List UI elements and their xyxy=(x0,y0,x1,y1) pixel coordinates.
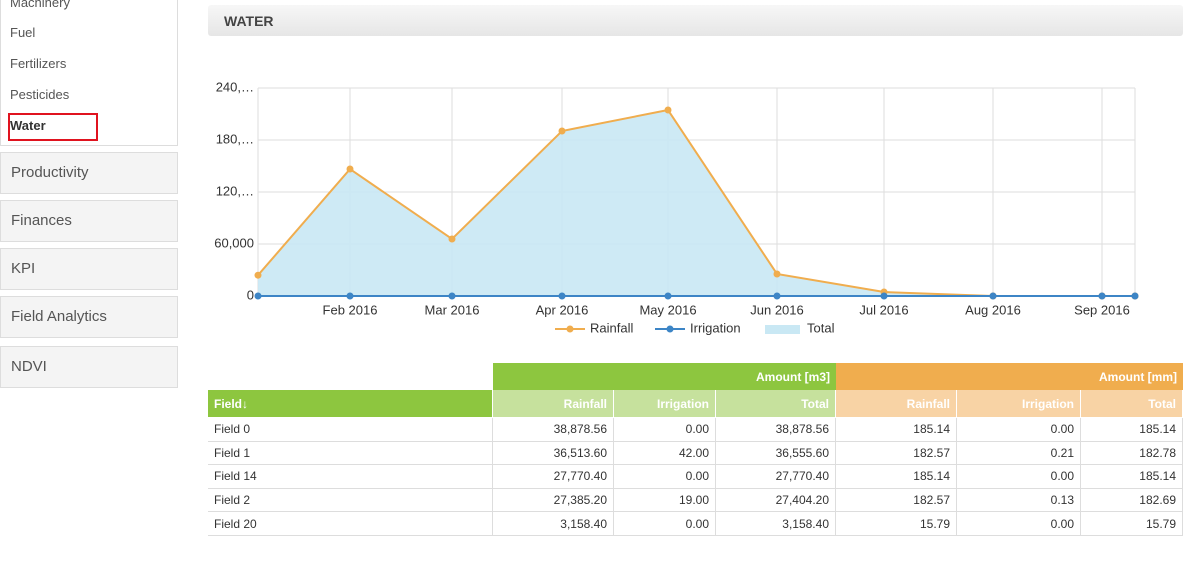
table-cell: Field 1 xyxy=(208,441,493,466)
nav-section[interactable]: NDVI xyxy=(0,346,178,388)
table-cell: 0.00 xyxy=(614,465,716,489)
table-cell: 0.13 xyxy=(957,488,1081,513)
nav-item[interactable]: Machinery xyxy=(10,0,70,10)
point xyxy=(664,292,672,300)
table-cell: 15.79 xyxy=(1081,512,1183,536)
legend-label: Total xyxy=(807,320,835,335)
point xyxy=(773,270,781,278)
column-header: Total xyxy=(716,390,836,417)
nav-section[interactable]: Field Analytics xyxy=(0,296,178,338)
column-header: Irrigation xyxy=(614,390,716,417)
point xyxy=(448,292,456,300)
x-tick-label: Apr 2016 xyxy=(536,302,589,317)
x-tick-label: Feb 2016 xyxy=(323,302,378,317)
y-tick-label: 0 xyxy=(247,287,254,302)
table-cell: 0.00 xyxy=(957,512,1081,536)
table-cell: 0.00 xyxy=(957,418,1081,442)
point xyxy=(558,292,566,300)
table-cell: 36,513.60 xyxy=(493,441,614,466)
point xyxy=(558,127,566,135)
y-tick-label: 180,… xyxy=(216,131,254,146)
y-tick-label: 60,000 xyxy=(214,235,254,250)
point xyxy=(346,165,354,173)
nav-item[interactable]: Water xyxy=(10,118,46,133)
nav-item[interactable]: Fertilizers xyxy=(10,56,67,71)
table-cell: Field 0 xyxy=(208,418,493,442)
column-header: Irrigation xyxy=(957,390,1081,417)
table-cell: 27,404.20 xyxy=(716,488,836,513)
table-cell: 0.00 xyxy=(614,512,716,536)
table-cell: 182.57 xyxy=(836,441,957,466)
table-cell: 182.57 xyxy=(836,488,957,513)
legend-swatch xyxy=(666,325,674,333)
nav-section[interactable]: Finances xyxy=(0,200,178,242)
table-cell: 38,878.56 xyxy=(493,418,614,442)
y-tick-label: 120,… xyxy=(216,183,254,198)
column-header: Total xyxy=(1081,390,1183,417)
table-cell: 185.14 xyxy=(836,418,957,442)
point xyxy=(1098,292,1106,300)
x-tick-label: May 2016 xyxy=(639,302,696,317)
table-cell: 42.00 xyxy=(614,441,716,466)
submenu-box xyxy=(0,0,178,146)
y-tick-label: 240,… xyxy=(216,79,254,94)
column-header[interactable]: Field↓ xyxy=(208,390,493,417)
nav-section[interactable]: KPI xyxy=(0,248,178,290)
table-cell: 182.69 xyxy=(1081,488,1183,513)
point xyxy=(989,292,997,300)
table-cell: 182.78 xyxy=(1081,441,1183,466)
x-tick-label: Jul 2016 xyxy=(859,302,908,317)
area xyxy=(258,110,1135,296)
selection-highlight xyxy=(8,113,98,141)
table-cell: 36,555.60 xyxy=(716,441,836,466)
point xyxy=(254,292,262,300)
panel-title: WATER xyxy=(208,5,1183,36)
point xyxy=(1131,292,1139,300)
column-header: Rainfall xyxy=(493,390,614,417)
table-cell: Field 20 xyxy=(208,512,493,536)
table-cell: 185.14 xyxy=(836,465,957,489)
column-header: Rainfall xyxy=(836,390,957,417)
table-cell: 185.14 xyxy=(1081,418,1183,442)
point xyxy=(346,292,354,300)
group-header: Amount [mm] xyxy=(836,363,1183,390)
table-cell: 38,878.56 xyxy=(716,418,836,442)
chart: 0 60,000 120,… 180,… 240,… Feb 2016 Mar 2016 Ap… xyxy=(214,79,1139,335)
table-cell: 27,770.40 xyxy=(716,465,836,489)
x-tick-label: Sep 2016 xyxy=(1074,302,1130,317)
nav-section[interactable]: Productivity xyxy=(0,152,178,194)
legend-label: Irrigation xyxy=(690,320,741,335)
legend-swatch xyxy=(765,325,800,334)
x-tick-label: Aug 2016 xyxy=(965,302,1021,317)
point xyxy=(664,106,672,114)
x-tick-label: Jun 2016 xyxy=(750,302,804,317)
table-cell: 27,770.40 xyxy=(493,465,614,489)
nav-item[interactable]: Pesticides xyxy=(10,87,70,102)
table-cell: 0.00 xyxy=(957,465,1081,489)
table-cell: 19.00 xyxy=(614,488,716,513)
table-cell: 0.00 xyxy=(614,418,716,442)
nav-item[interactable]: Fuel xyxy=(10,25,36,40)
legend-label: Rainfall xyxy=(590,320,633,335)
table-cell: 3,158.40 xyxy=(716,512,836,536)
table-cell: 3,158.40 xyxy=(493,512,614,536)
table-cell: 15.79 xyxy=(836,512,957,536)
table-cell: 185.14 xyxy=(1081,465,1183,489)
table-cell: 27,385.20 xyxy=(493,488,614,513)
legend-swatch xyxy=(566,325,574,333)
group-header: Amount [m3] xyxy=(493,363,836,390)
x-tick-label: Mar 2016 xyxy=(425,302,480,317)
table-cell: 0.21 xyxy=(957,441,1081,466)
point xyxy=(254,271,262,279)
point xyxy=(880,292,888,300)
point xyxy=(773,292,781,300)
point xyxy=(448,235,456,243)
table-cell: Field 2 xyxy=(208,488,493,513)
table-cell: Field 14 xyxy=(208,465,493,489)
